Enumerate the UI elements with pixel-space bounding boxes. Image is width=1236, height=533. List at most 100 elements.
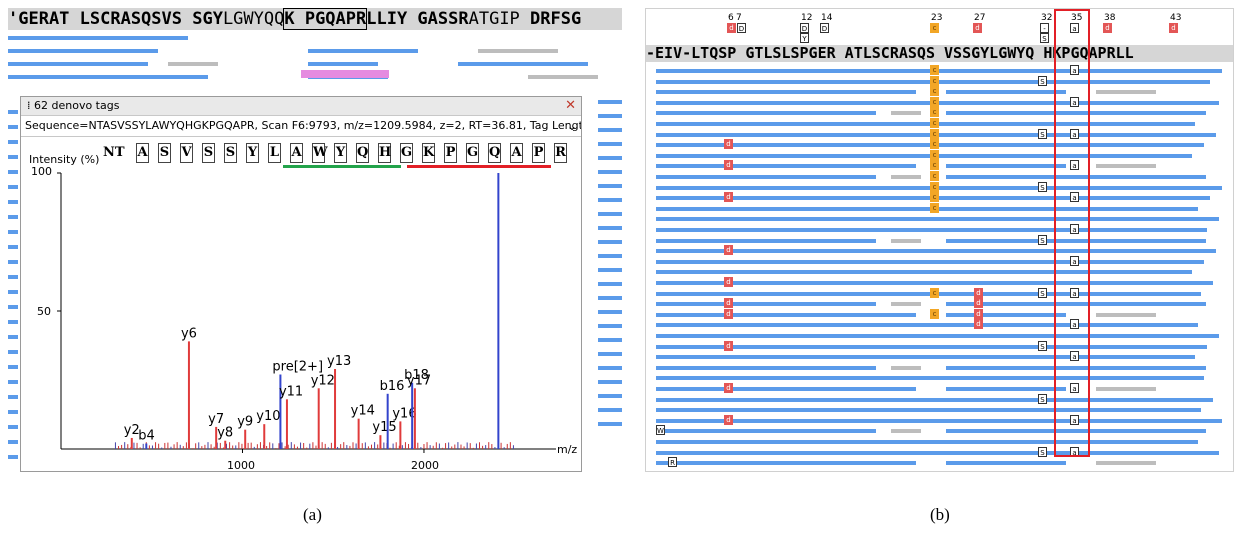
position-number: 27 bbox=[974, 13, 986, 23]
alignment-track bbox=[656, 440, 1198, 444]
peptide-track bbox=[168, 62, 218, 66]
x-tick-2000: 2000 bbox=[411, 459, 439, 472]
tag-letter: A bbox=[510, 143, 523, 163]
tag-letter: A bbox=[136, 143, 149, 163]
peptide-track bbox=[598, 128, 622, 132]
close-icon[interactable]: ✕ bbox=[565, 98, 576, 113]
alignment-track bbox=[1096, 312, 1156, 317]
seq-segment: DRFSG bbox=[519, 9, 582, 29]
peptide-track bbox=[8, 275, 18, 279]
peptide-track bbox=[8, 455, 18, 459]
alignment-track bbox=[656, 461, 916, 466]
position-number: 23 bbox=[931, 13, 943, 23]
tag-letter: S bbox=[158, 143, 171, 163]
alignment-track bbox=[656, 270, 1192, 275]
residue-mark: c bbox=[930, 149, 939, 160]
tag-letter: H bbox=[378, 143, 391, 163]
peptide-track bbox=[8, 290, 18, 294]
alignment-track bbox=[656, 122, 1195, 126]
peptide-track bbox=[8, 110, 18, 114]
peptide-track bbox=[8, 260, 18, 264]
header-mark: d bbox=[973, 23, 982, 33]
ion-label: y10 bbox=[256, 409, 280, 424]
residue-mark: d bbox=[724, 298, 733, 309]
peptide-track bbox=[8, 365, 18, 369]
alignment-track bbox=[656, 164, 916, 169]
ion-label: b16 bbox=[380, 379, 405, 394]
residue-mark: a bbox=[1070, 160, 1079, 171]
chevron-down-icon[interactable]: ⌄ bbox=[566, 119, 577, 133]
alignment-track bbox=[656, 397, 1213, 402]
peptide-track bbox=[8, 215, 18, 219]
residue-mark: R bbox=[668, 457, 677, 468]
alignment-track bbox=[656, 69, 1222, 73]
peptide-track bbox=[8, 155, 18, 159]
header-mark: D bbox=[800, 23, 809, 33]
caption-b: (b) bbox=[930, 505, 950, 524]
alignment-track bbox=[656, 206, 1198, 211]
residue-mark: c bbox=[930, 107, 939, 118]
alignment-track bbox=[891, 111, 921, 116]
position-number: 7 bbox=[736, 13, 742, 23]
ion-label: y7 bbox=[208, 412, 224, 427]
alignment-track bbox=[891, 302, 921, 307]
residue-mark: W bbox=[656, 425, 665, 436]
peptide-track bbox=[598, 282, 622, 286]
header-mark: c bbox=[930, 23, 939, 33]
ion-label: y9 bbox=[237, 415, 253, 430]
alignment-track bbox=[946, 164, 1066, 169]
alignment-track bbox=[656, 259, 1204, 264]
peptide-track bbox=[8, 380, 18, 384]
alignment-track bbox=[656, 365, 876, 370]
denovo-tags-window[interactable]: ⁞ 62 denovo tags ✕ Sequence=NTASVSSYLAWY… bbox=[20, 96, 582, 472]
alignment-track bbox=[656, 281, 1213, 285]
residue-mark: c bbox=[930, 160, 939, 171]
header-mark: - bbox=[1040, 23, 1049, 33]
residue-mark: a bbox=[1070, 96, 1079, 107]
alignment-track bbox=[946, 387, 1066, 391]
window-titlebar[interactable]: ⁞ 62 denovo tags ✕ bbox=[21, 97, 581, 116]
residue-mark: d bbox=[724, 414, 733, 425]
alignment-track bbox=[656, 111, 876, 116]
peptide-track bbox=[8, 75, 208, 79]
ion-label: pre[2+] bbox=[272, 359, 323, 374]
y-tick-100: 100 bbox=[31, 165, 52, 178]
residue-mark: a bbox=[1070, 255, 1079, 266]
highlight-box bbox=[1054, 9, 1090, 457]
position-number: 32 bbox=[1041, 13, 1053, 23]
alignment-track bbox=[1096, 461, 1156, 466]
residue-mark: a bbox=[1070, 383, 1079, 393]
alignment-track bbox=[656, 355, 1195, 360]
residue-mark: a bbox=[1070, 192, 1079, 203]
peptide-track bbox=[8, 425, 18, 429]
alignment-track bbox=[656, 376, 1204, 381]
alignment-track bbox=[656, 387, 916, 391]
residue-mark: d bbox=[724, 277, 733, 287]
alignment-track bbox=[656, 249, 1216, 254]
tag-letter: Q bbox=[356, 143, 369, 163]
residue-mark: a bbox=[1070, 287, 1079, 298]
position-number: 38 bbox=[1104, 13, 1116, 23]
tag-letter: W bbox=[312, 143, 328, 163]
sequence-selector[interactable]: Sequence=NTASVSSYLAWYQHGKPGQAPR, Scan F6… bbox=[21, 116, 581, 137]
alignment-track bbox=[656, 238, 876, 243]
tag-letter: P bbox=[444, 143, 457, 163]
x-tick-1000: 1000 bbox=[227, 459, 255, 472]
residue-mark: c bbox=[930, 139, 939, 150]
ion-label: y11 bbox=[279, 384, 303, 399]
peptide-track bbox=[8, 320, 18, 324]
residue-mark: d bbox=[724, 308, 733, 319]
peptide-track bbox=[8, 350, 18, 354]
alignment-track bbox=[656, 429, 876, 434]
residue-mark: c bbox=[930, 308, 939, 319]
residue-mark: d bbox=[974, 287, 983, 298]
grip-icon: ⁞ bbox=[27, 99, 34, 112]
tag-letter: G bbox=[466, 143, 479, 163]
residue-mark: S bbox=[1038, 75, 1047, 86]
peptide-track bbox=[8, 185, 18, 189]
peptide-track bbox=[598, 156, 622, 160]
peptide-track bbox=[598, 296, 622, 300]
alignment-track bbox=[946, 312, 1066, 317]
position-number: 35 bbox=[1071, 13, 1083, 23]
